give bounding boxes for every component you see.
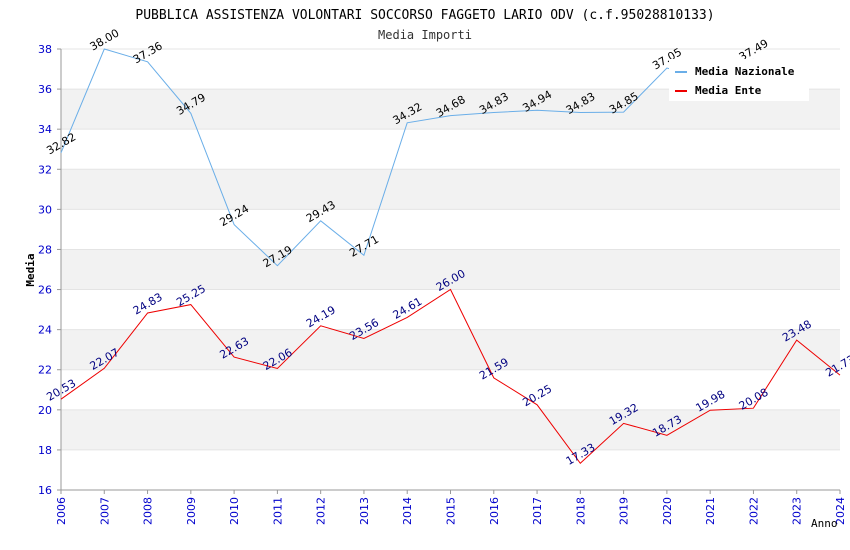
y-tick-label: 30 xyxy=(38,203,52,216)
y-tick-label: 16 xyxy=(38,484,52,497)
y-tick-label: 36 xyxy=(38,83,52,96)
y-tick-label: 28 xyxy=(38,243,52,256)
y-tick-label: 32 xyxy=(38,163,52,176)
x-axis-label: Anno xyxy=(811,517,838,530)
y-tick-label: 38 xyxy=(38,43,52,56)
chart-title: PUBBLICA ASSISTENZA VOLONTARI SOCCORSO F… xyxy=(135,8,714,23)
x-tick-label: 2020 xyxy=(661,497,674,525)
x-tick-label: 2007 xyxy=(98,497,111,525)
x-tick-label: 2009 xyxy=(185,497,198,525)
grid-band xyxy=(61,249,840,290)
x-tick-label: 2006 xyxy=(55,497,68,525)
x-tick-label: 2021 xyxy=(704,497,717,525)
grid-band xyxy=(61,409,840,450)
chart-subtitle: Media Importi xyxy=(378,28,472,42)
y-axis-label: Media xyxy=(24,253,37,286)
x-tick-label: 2017 xyxy=(531,497,544,525)
legend-box xyxy=(669,59,809,101)
y-tick-label: 20 xyxy=(38,404,52,417)
x-tick-label: 2015 xyxy=(445,497,458,525)
grid-band xyxy=(61,329,840,370)
grid-band xyxy=(61,169,840,210)
y-tick-label: 22 xyxy=(38,364,52,377)
x-tick-label: 2014 xyxy=(401,497,414,525)
y-tick-label: 18 xyxy=(38,444,52,457)
x-tick-label: 2022 xyxy=(747,497,760,525)
x-tick-label: 2010 xyxy=(228,497,241,525)
x-tick-label: 2024 xyxy=(834,497,847,525)
x-tick-label: 2013 xyxy=(358,497,371,525)
y-tick-label: 34 xyxy=(38,123,52,136)
legend-label: Media Nazionale xyxy=(695,65,795,78)
x-tick-label: 2008 xyxy=(142,497,155,525)
x-tick-label: 2016 xyxy=(488,497,501,525)
legend-label: Media Ente xyxy=(695,84,762,97)
x-tick-label: 2012 xyxy=(315,497,328,525)
x-tick-label: 2018 xyxy=(574,497,587,525)
x-tick-label: 2023 xyxy=(791,497,804,525)
y-tick-label: 24 xyxy=(38,324,52,337)
series-line-media-nazionale xyxy=(60,48,754,267)
y-tick-label: 26 xyxy=(38,284,52,297)
series-line-media-ente xyxy=(60,288,841,465)
x-tick-label: 2019 xyxy=(618,497,631,525)
x-tick-label: 2011 xyxy=(271,497,284,525)
data-label: 24.61 xyxy=(391,295,425,322)
grid-bands xyxy=(61,48,840,491)
series-lines xyxy=(60,48,841,465)
legend: Media Nazionale Media Ente xyxy=(669,59,809,101)
